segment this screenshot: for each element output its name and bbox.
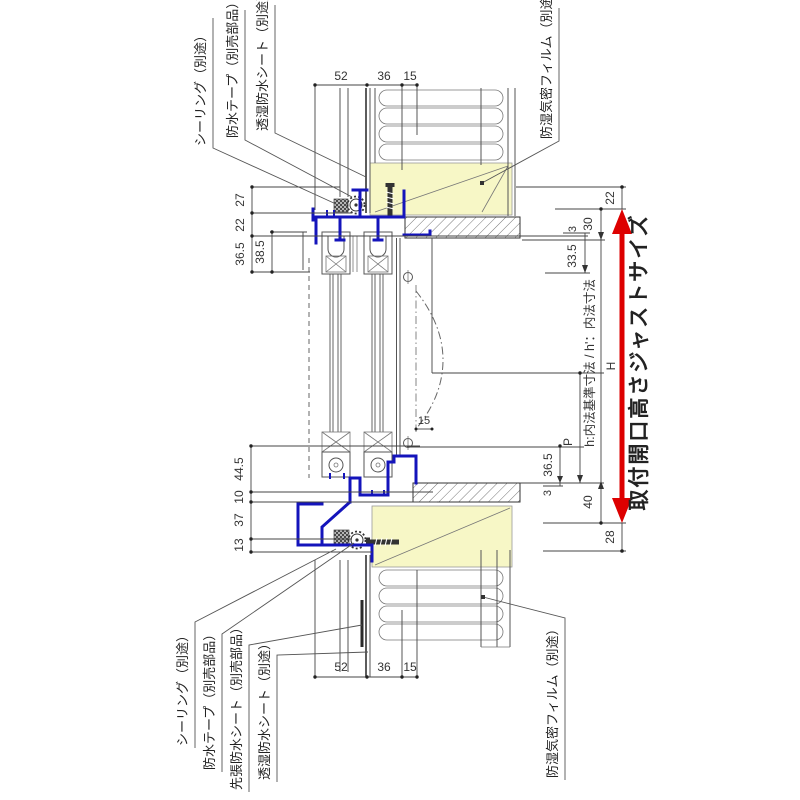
dim-right-H: H <box>604 362 618 371</box>
outer-sash-top-rail <box>321 231 351 275</box>
head-casing-board <box>404 216 521 239</box>
dim-left-44-5: 44.5 <box>232 457 246 481</box>
dim-left-27: 27 <box>233 193 247 207</box>
dim-bottom-52: 52 <box>334 660 348 674</box>
dim-right-40: 40 <box>581 495 595 509</box>
dim-left-37: 37 <box>232 513 246 527</box>
insulation-batts-top <box>378 89 504 161</box>
insulation-batts-bottom <box>378 569 504 641</box>
opening-height-annotation: 取付開口高さジャストサイズ <box>612 209 651 523</box>
dim-left-10: 10 <box>232 490 246 504</box>
wall-section-head <box>333 88 521 239</box>
sliding-sashes <box>302 231 444 478</box>
inner-dimension-note: h:内法基準寸法 / h'：内法寸法 <box>582 279 597 447</box>
dim-right-28: 28 <box>603 530 617 544</box>
dim-right-3-top: 3 <box>567 226 579 232</box>
callout-breathable-sheet-bottom: 透湿防水シート（別途） <box>257 637 272 780</box>
callout-waterproof-tape-bottom: 防水テープ（別売部品） <box>202 628 217 770</box>
callout-sealing-bottom: シーリング（別途） <box>175 629 190 746</box>
dim-top-15: 15 <box>403 69 417 83</box>
dim-left-38-5: 38.5 <box>253 240 267 264</box>
dim-left-13: 13 <box>232 538 246 552</box>
callout-sealing-top: シーリング（別途） <box>193 29 208 146</box>
dimension-left-bottom: 44.5 10 37 13 <box>232 444 437 554</box>
outer-sash-bottom-rail <box>321 431 351 478</box>
dim-right-P: P <box>561 438 575 446</box>
glazing-outer <box>329 274 342 432</box>
dim-middle-15: 15 <box>418 415 430 427</box>
inner-sash-bottom-rail <box>363 431 393 478</box>
callout-waterproof-tape-top: 防水テープ（別売部品） <box>225 0 240 138</box>
glazing-inner <box>371 274 384 432</box>
callouts-bottom: シーリング（別途） 防水テープ（別売部品） 先張防水シート（別売部品） 透湿防水… <box>175 542 566 792</box>
window-head-frame <box>311 188 432 245</box>
dim-right-3-bottom: 3 <box>542 490 554 496</box>
opening-height-note: 取付開口高さジャストサイズ <box>627 213 651 510</box>
dim-bottom-36: 36 <box>377 660 391 674</box>
dimension-right: 22 30 3 33.5 H P 36.5 3 40 28 h:内法基準寸法 /… <box>407 185 626 553</box>
dim-bottom-15: 15 <box>403 660 417 674</box>
callout-breathable-sheet-top: 透湿防水シート（別途） <box>255 0 270 131</box>
callout-vapor-barrier-bottom: 防湿気密フィルム（別途） <box>545 623 560 778</box>
wall-section-sill <box>333 482 521 677</box>
frame-screw-symbol-top <box>403 270 413 284</box>
dimension-handle-15: 15 <box>414 415 434 431</box>
callout-vapor-barrier-top: 防湿気密フィルム（別途） <box>539 0 554 139</box>
dim-top-52: 52 <box>334 69 348 83</box>
dim-top-36: 36 <box>377 69 391 83</box>
dim-right-33-5: 33.5 <box>565 244 579 268</box>
handle-swing-arc <box>415 290 444 430</box>
dim-right-36-5: 36.5 <box>541 453 555 477</box>
frame-screw-symbol-bottom <box>403 436 413 450</box>
arrow-down-icon <box>612 498 632 523</box>
callout-preapplied-sheet-bottom: 先張防水シート（別売部品） <box>229 621 244 790</box>
dim-right-22: 22 <box>603 191 617 205</box>
dim-left-22: 22 <box>233 218 247 232</box>
sealing-backer-top <box>333 198 349 213</box>
arrow-up-icon <box>612 209 632 234</box>
dim-right-30: 30 <box>581 217 595 231</box>
dimension-top: 52 36 15 <box>313 69 419 210</box>
dim-left-36-5: 36.5 <box>233 242 247 266</box>
sill-casing-board <box>412 482 521 503</box>
dimension-bottom: 52 36 15 <box>313 560 419 679</box>
callouts-top: シーリング（別途） 防水テープ（別売部品） 透湿防水シート（別途） 防湿気密フィ… <box>193 0 560 205</box>
dimension-left-top: 27 22 36.5 38.5 <box>233 185 588 274</box>
